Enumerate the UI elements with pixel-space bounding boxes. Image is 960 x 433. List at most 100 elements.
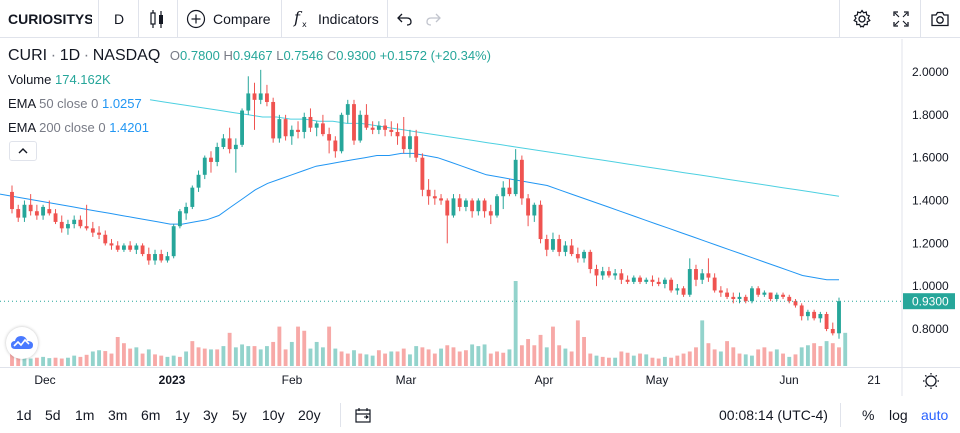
price-axis[interactable]: 2.0000 1.8000 1.6000 1.4000 1.2000 1.0000 0.80… xyxy=(912,65,949,336)
candle xyxy=(712,273,717,293)
candle-body xyxy=(619,273,624,280)
candle-body xyxy=(526,198,531,216)
candle xyxy=(146,247,151,265)
clock-timezone[interactable]: 00:08:14 (UTC-4) xyxy=(719,406,828,423)
range-button-1y[interactable]: 1y xyxy=(175,406,190,423)
candle xyxy=(669,277,674,293)
legend-ema50-row[interactable]: EMA 50 close 0 1.0257 xyxy=(8,92,491,116)
price-tick-label: 1.0000 xyxy=(912,279,949,293)
candle xyxy=(84,204,89,231)
high-label: H xyxy=(223,48,233,63)
fullscreen-button[interactable] xyxy=(892,0,910,38)
candle-body xyxy=(202,157,207,175)
range-button-5y[interactable]: 5y xyxy=(232,406,247,423)
candle xyxy=(799,303,804,321)
log-toggle[interactable]: log xyxy=(889,406,908,423)
axis-settings-button[interactable] xyxy=(923,373,939,389)
candle-body xyxy=(706,273,711,278)
volume-bar xyxy=(594,355,599,366)
volume-bar xyxy=(153,354,157,366)
candle-body xyxy=(97,232,101,235)
candle xyxy=(115,241,120,252)
plus-circle-icon xyxy=(186,9,206,29)
interval-button[interactable]: D xyxy=(114,11,125,27)
range-button-5d[interactable]: 5d xyxy=(45,406,61,423)
candle xyxy=(588,249,593,274)
legend-ema200-row[interactable]: EMA 200 close 0 1.4201 xyxy=(8,116,491,140)
range-button-20y[interactable]: 20y xyxy=(298,406,321,423)
tradingview-logo-button[interactable] xyxy=(6,327,38,359)
volume-bar xyxy=(569,351,574,366)
candle-body xyxy=(10,191,14,210)
toolbar-divider xyxy=(340,403,341,427)
candle xyxy=(706,258,711,282)
candle-body xyxy=(669,279,674,291)
time-axis[interactable]: Dec 2023 Feb Mar Apr May Jun 21 xyxy=(0,367,960,396)
snapshot-button[interactable] xyxy=(930,0,950,38)
legend-ticker[interactable]: CURI xyxy=(8,47,48,64)
candle-body xyxy=(308,116,313,128)
volume-bar xyxy=(662,356,667,366)
candle xyxy=(557,234,562,257)
legend-volume-row[interactable]: Volume 174.162K xyxy=(8,68,491,92)
volume-bar xyxy=(631,355,636,366)
range-button-1d[interactable]: 1d xyxy=(16,406,32,423)
toolbar-divider xyxy=(98,0,99,38)
candle xyxy=(408,129,412,158)
candle xyxy=(302,112,307,139)
symbol-search[interactable]: CURIOSITYSTREAM xyxy=(8,11,92,27)
candle xyxy=(10,185,14,214)
candle xyxy=(66,219,70,235)
volume-bar xyxy=(457,351,462,366)
indicators-button[interactable]: f x Indicators xyxy=(292,0,379,38)
candle-body xyxy=(252,93,257,100)
candlestick-icon xyxy=(150,10,163,28)
price-chart[interactable]: 0.9300 2.0000 1.8000 1.6000 1.4000 1.2000 1.0… xyxy=(0,39,960,367)
range-button-6m[interactable]: 6m xyxy=(141,406,161,423)
candle-body xyxy=(16,209,21,218)
volume-bar xyxy=(53,357,58,366)
gear-icon xyxy=(853,9,871,28)
volume-bar xyxy=(184,351,189,366)
candle xyxy=(631,275,636,285)
candle-body xyxy=(277,119,282,139)
compare-button[interactable]: Compare xyxy=(186,0,271,38)
percent-toggle[interactable]: % xyxy=(862,406,875,423)
settings-button[interactable] xyxy=(852,0,872,38)
volume-bar xyxy=(519,345,524,366)
cloud-logo-icon xyxy=(11,336,33,349)
undo-button[interactable] xyxy=(396,0,414,38)
range-button-10y[interactable]: 10y xyxy=(262,406,285,423)
legend-collapse-button[interactable] xyxy=(9,141,37,161)
open-value: 0.7800 xyxy=(180,48,220,63)
volume-bar xyxy=(513,281,518,366)
candle xyxy=(439,194,443,205)
volume-bar xyxy=(59,358,64,366)
candle xyxy=(538,200,543,244)
candle xyxy=(812,309,817,321)
candle xyxy=(190,185,195,210)
legend-main-row: CURI · 1D · NASDAQ O0.7800 H0.9467 L0.75… xyxy=(8,44,491,68)
candle-body xyxy=(725,292,730,297)
candle-body xyxy=(731,296,736,300)
range-button-3y[interactable]: 3y xyxy=(203,406,218,423)
redo-button[interactable] xyxy=(424,0,442,38)
chart-type-button[interactable] xyxy=(148,0,166,38)
goto-date-button[interactable] xyxy=(354,396,372,433)
volume-bar xyxy=(84,354,89,366)
volume-label: Volume xyxy=(8,72,52,87)
range-button-1m[interactable]: 1m xyxy=(75,406,95,423)
range-button-3m[interactable]: 3m xyxy=(108,406,128,423)
volume-bar xyxy=(694,347,698,366)
volume-bar xyxy=(383,353,388,366)
change-value: +0.1572 (+20.34%) xyxy=(379,48,491,63)
volume-bar xyxy=(526,339,531,366)
candle-body xyxy=(146,254,151,261)
auto-toggle[interactable]: auto xyxy=(921,406,949,423)
candle-body xyxy=(818,314,823,319)
candle xyxy=(445,198,450,244)
legend-interval: 1D xyxy=(59,47,81,64)
ema50-line xyxy=(0,152,839,281)
volume-bar xyxy=(638,353,642,366)
candle xyxy=(594,264,599,287)
